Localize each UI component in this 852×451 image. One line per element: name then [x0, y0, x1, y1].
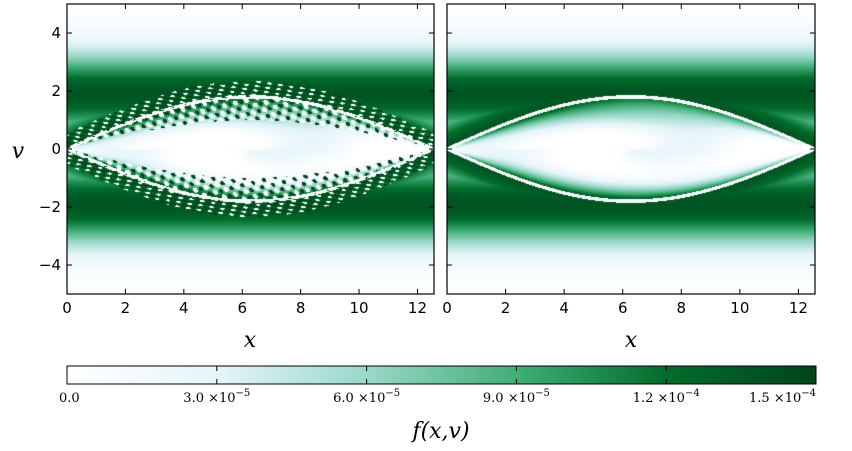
x-tick-label: 8 — [296, 299, 306, 317]
colorbar-ticks: 0.0 3.0 ×10−5 6.0 ×10−5 9.0 ×10−5 1.2 ×10−4 1… — [59, 366, 817, 406]
x-tick-label: 6 — [618, 299, 628, 317]
left-x-axis-label: x — [244, 328, 257, 353]
x-tick-label: 12 — [789, 299, 808, 317]
colorbar-tick-label: 9.0 ×10−5 — [483, 388, 550, 406]
y-tick-label: 0 — [51, 140, 61, 158]
left-panel: 0 2 4 6 8 10 12 4 2 0 −2 −4 v x — [12, 3, 435, 353]
x-tick-label: 6 — [237, 299, 247, 317]
x-tick-label: 12 — [408, 299, 427, 317]
colorbar-tick-label: 3.0 ×10−5 — [183, 388, 250, 406]
y-tick-label: −2 — [39, 198, 61, 216]
x-tick-label: 4 — [559, 299, 569, 317]
x-tick-label: 10 — [350, 299, 369, 317]
left-heatmap — [67, 4, 434, 294]
colorbar-tick-label: 1.2 ×10−4 — [633, 388, 700, 406]
y-tick-label: 4 — [51, 24, 61, 42]
colorbar-tick-label: 0.0 — [59, 391, 80, 406]
colorbar: 0.0 3.0 ×10−5 6.0 ×10−5 9.0 ×10−5 1.2 ×10−4 1… — [59, 365, 817, 444]
x-tick-label: 4 — [179, 299, 189, 317]
colorbar-tick-label: 1.5 ×10−4 — [749, 388, 816, 406]
right-heatmap — [447, 4, 815, 294]
x-tick-label: 0 — [62, 299, 72, 317]
right-ticks: 0 2 4 6 8 10 12 — [442, 4, 815, 317]
y-tick-label: −4 — [39, 256, 61, 274]
right-x-axis-label: x — [625, 328, 638, 353]
left-ticks: 0 2 4 6 8 10 12 4 2 0 −2 −4 — [39, 4, 434, 317]
right-panel: 0 2 4 6 8 10 12 x — [442, 3, 816, 353]
x-tick-label: 10 — [730, 299, 749, 317]
colorbar-label: f(x,v) — [410, 419, 469, 444]
colorbar-gradient — [66, 365, 817, 385]
y-tick-label: 2 — [51, 82, 61, 100]
x-tick-label: 2 — [501, 299, 511, 317]
x-tick-label: 0 — [442, 299, 452, 317]
x-tick-label: 2 — [121, 299, 131, 317]
y-axis-label: v — [12, 139, 25, 164]
colorbar-tick-label: 6.0 ×10−5 — [333, 388, 400, 406]
x-tick-label: 8 — [677, 299, 687, 317]
